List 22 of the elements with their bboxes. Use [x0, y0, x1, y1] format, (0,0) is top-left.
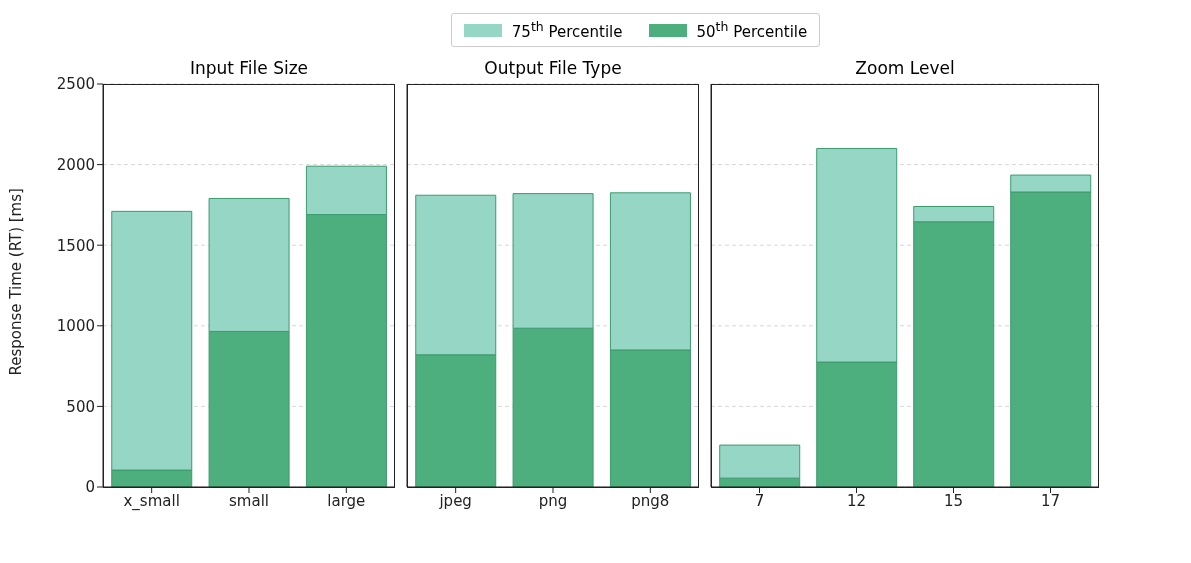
y-tick-label: 500	[66, 397, 95, 416]
x-tick-label: 15	[943, 491, 964, 510]
chart-title: Output File Type	[483, 58, 623, 78]
chart-title: Zoom Level	[854, 58, 956, 78]
y-tick-label: 2000	[56, 155, 95, 174]
x-tick-label: png	[538, 491, 568, 510]
legend-label: 50$^{th}$ Percentile	[696, 19, 808, 41]
y-axis-title: Response Time (RT) [ms]	[7, 188, 26, 376]
x-tick-label: 12	[846, 491, 867, 510]
y-tick-label: 1500	[56, 236, 95, 255]
x-tick-label: small	[229, 491, 269, 510]
x-tick-label: 17	[1040, 491, 1061, 510]
y-tick-label: 1000	[56, 317, 95, 336]
x-tick-label: x_small	[123, 491, 180, 511]
y-tick-label: 2500	[56, 75, 95, 94]
x-tick-label: jpeg	[438, 491, 472, 510]
y-tick-label: 0	[85, 478, 95, 497]
chart-title: Input File Size	[188, 58, 310, 78]
x-tick-label: large	[327, 491, 366, 510]
x-tick-label: 7	[754, 491, 765, 510]
legend-label: 75$^{th}$ Percentile	[511, 19, 623, 41]
x-tick-label: png8	[631, 491, 670, 510]
